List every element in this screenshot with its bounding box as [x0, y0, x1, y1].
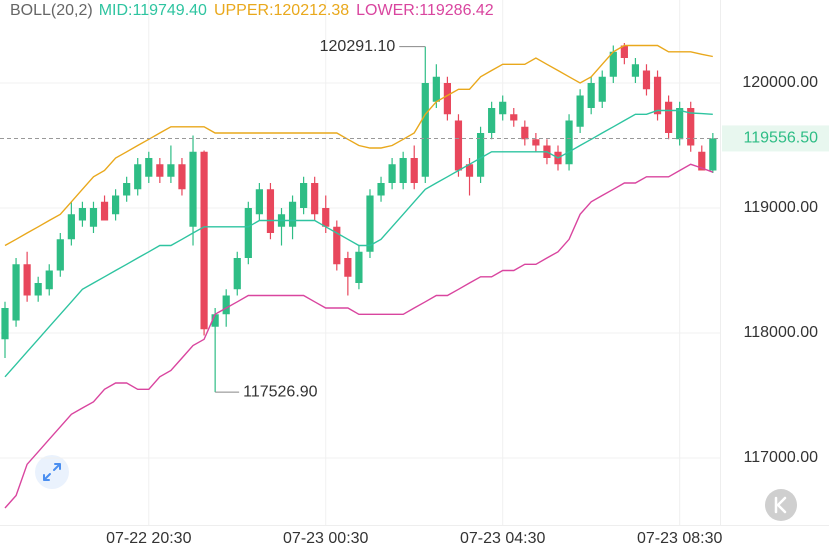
candle-body — [355, 251, 363, 283]
candle-body — [255, 189, 263, 215]
candle-body — [709, 138, 717, 171]
candle-body — [1, 308, 9, 340]
legend-entry: LOWER:119286.42 — [356, 2, 494, 19]
y-tick-label: 118000.00 — [744, 324, 819, 341]
collapse-button[interactable] — [765, 489, 797, 521]
candle-body — [156, 164, 164, 177]
candle-body — [377, 183, 385, 196]
candle-body — [565, 120, 573, 165]
candle-body — [167, 164, 175, 177]
y-tick-label: 117000.00 — [744, 449, 819, 466]
candle-body — [233, 258, 241, 290]
candle-body — [443, 83, 451, 115]
x-tick-label: 07-23 08:30 — [637, 530, 723, 547]
candle-body — [288, 201, 297, 227]
x-tick-label: 07-23 04:30 — [460, 530, 546, 547]
legend-entry: UPPER:120212.38 — [214, 2, 349, 19]
candle-body — [244, 208, 252, 258]
candle-body — [653, 76, 662, 115]
x-tick-label: 07-23 00:30 — [283, 530, 369, 547]
candle-body — [23, 264, 31, 296]
candle-body — [34, 283, 42, 296]
candle-body — [631, 64, 640, 77]
candle-body — [134, 164, 142, 190]
candle-body — [576, 95, 584, 127]
candle-body — [665, 101, 673, 133]
candle-body — [189, 151, 197, 227]
candle-body — [465, 164, 474, 177]
candle-body — [476, 133, 485, 177]
candle-body — [532, 139, 540, 146]
candle-body — [366, 195, 374, 252]
current-price-box — [722, 125, 829, 152]
candle-body — [676, 108, 684, 140]
candle-body — [45, 270, 53, 290]
candle-body — [399, 158, 407, 183]
y-tick-label: 119000.00 — [744, 199, 819, 216]
candle-body — [421, 83, 429, 177]
candle-body — [410, 158, 418, 183]
candle-body — [12, 264, 20, 321]
candle-body — [112, 195, 120, 215]
current-price-label: 119556.50 — [744, 130, 819, 147]
candle-body — [322, 208, 330, 227]
candle-body — [266, 189, 275, 233]
candle-body — [211, 314, 219, 327]
indicator-label: BOLL(20,2) — [10, 2, 93, 19]
candle-body — [178, 164, 186, 190]
band-line — [4, 163, 714, 509]
candle-body — [587, 83, 595, 108]
candle-body — [499, 101, 507, 115]
candle-body — [333, 226, 341, 265]
candle-body — [620, 45, 628, 58]
candle-body — [642, 70, 651, 90]
candle-body — [200, 151, 208, 330]
candle-body — [89, 208, 98, 227]
candle-body — [67, 214, 75, 240]
annotation-label: 117526.90 — [243, 383, 318, 400]
candle-body — [145, 158, 153, 177]
candle-body — [311, 183, 319, 215]
band-line — [4, 44, 713, 247]
legend-entry: MID:119749.40 — [99, 2, 207, 19]
candle-body — [123, 183, 131, 196]
candle-body — [432, 76, 440, 102]
candle-body — [344, 258, 352, 277]
y-tick-label: 120000.00 — [742, 74, 818, 91]
candle-body — [687, 108, 695, 146]
candle-body — [56, 239, 64, 271]
candle-body — [609, 51, 617, 77]
candle-body — [698, 151, 706, 171]
candle-body — [510, 114, 518, 121]
x-tick-label: 07-22 20:30 — [106, 530, 192, 547]
candle-body — [100, 201, 109, 221]
candle-body — [598, 76, 606, 102]
candle-body — [222, 295, 230, 315]
band-line — [4, 109, 713, 378]
expand-button[interactable] — [35, 455, 69, 489]
candle-body — [78, 208, 87, 221]
candle-body — [300, 183, 308, 208]
candle-body — [488, 108, 496, 133]
annotation-label: 120291.10 — [320, 38, 396, 55]
candle-body — [454, 120, 463, 171]
candle-body — [388, 164, 396, 183]
candle-body — [521, 126, 529, 140]
